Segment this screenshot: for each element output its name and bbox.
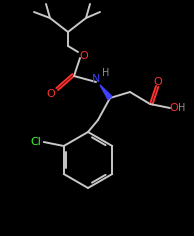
Polygon shape	[100, 85, 112, 100]
Text: O: O	[80, 51, 88, 61]
Text: Cl: Cl	[30, 137, 41, 147]
Text: O: O	[47, 89, 55, 99]
Text: O: O	[170, 103, 178, 113]
Text: H: H	[178, 103, 186, 113]
Text: H: H	[102, 68, 110, 78]
Text: O: O	[154, 77, 162, 87]
Text: N: N	[92, 74, 100, 84]
